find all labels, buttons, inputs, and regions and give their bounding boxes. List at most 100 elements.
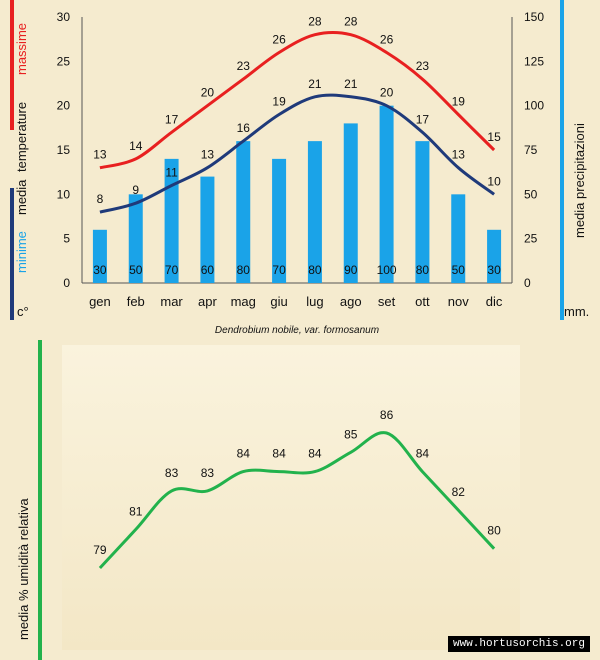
precipitation-value-label: 30 [93,263,107,277]
min-temperature-value-label: 17 [416,112,430,126]
chart-title: Dendrobium nobile, var. formosanum [215,325,379,336]
min-temperature-value-label: 20 [380,86,394,100]
precipitation-value-label: 70 [272,263,286,277]
x-tick-label: nov [448,294,469,309]
min-temperature-value-label: 21 [344,77,358,91]
watermark: www.hortusorchis.org [447,636,590,652]
precipitation-bar [92,229,107,283]
precipitation-value-label: 80 [237,263,251,277]
max-temperature-value-label: 20 [201,86,215,100]
left-axis-label-media: media [14,179,29,215]
humidity-value-label: 86 [380,408,394,422]
precipitation-value-label: 60 [201,263,215,277]
left-axis-label-minime: minime [14,231,29,273]
min-temperature-value-label: 13 [452,148,466,162]
humidity-value-label: 83 [201,466,215,480]
x-tick-label: gen [89,294,111,309]
precipitation-value-label: 80 [416,263,430,277]
precipitation-bar [487,229,502,283]
right-axis-label: media precipitazioni [572,123,587,238]
max-temperature-legend-bar [10,0,14,130]
humidity-value-label: 83 [165,466,179,480]
precipitation-legend-bar [560,0,564,320]
x-tick-label: ago [340,294,362,309]
x-tick-label: set [378,294,396,309]
humidity-value-label: 84 [272,447,286,461]
humidity-axis-label: media % umidità relativa [16,498,31,640]
precipitation-bar [415,141,430,283]
right-tick-label: 25 [524,232,538,246]
max-temperature-value-label: 19 [452,95,466,109]
left-tick-label: 10 [57,187,71,201]
max-temperature-value-label: 26 [380,32,394,46]
max-temperature-value-label: 13 [93,148,107,162]
max-temperature-value-label: 23 [416,59,430,73]
right-axis-unit: mm. [564,304,589,319]
precipitation-value-label: 50 [452,263,466,277]
right-tick-label: 0 [524,276,531,290]
precipitation-bar [128,194,143,283]
precipitation-bar [200,176,215,283]
precipitation-value-label: 50 [129,263,143,277]
max-temperature-line [99,31,496,170]
humidity-value-label: 79 [93,543,107,557]
x-tick-label: feb [127,294,145,309]
precipitation-value-label: 30 [487,263,501,277]
min-temperature-value-label: 16 [237,121,251,135]
x-tick-label: ott [415,294,430,309]
x-tick-label: lug [306,294,323,309]
humidity-value-label: 84 [308,447,322,461]
right-tick-label: 75 [524,143,538,157]
precipitation-bar [379,105,394,284]
left-axis-unit: c° [17,304,29,319]
humidity-value-label: 84 [237,447,251,461]
right-tick-label: 125 [524,54,544,68]
x-tick-label: apr [198,294,217,309]
precipitation-bar [451,194,466,283]
humidity-value-label: 81 [129,504,143,518]
right-tick-label: 150 [524,10,544,24]
left-tick-label: 15 [57,143,71,157]
min-temperature-value-label: 10 [487,174,501,188]
min-temperature-value-label: 9 [132,183,139,197]
min-temperature-legend-bar [10,188,14,320]
left-tick-label: 0 [63,276,70,290]
left-tick-label: 30 [57,10,71,24]
humidity-legend-bar [38,340,42,660]
min-temperature-value-label: 21 [308,77,322,91]
min-temperature-value-label: 8 [97,192,104,206]
precipitation-bar [272,158,287,283]
left-tick-label: 25 [57,54,71,68]
max-temperature-value-label: 26 [272,32,286,46]
left-tick-label: 20 [57,99,71,113]
x-tick-label: mar [160,294,183,309]
left-axis-label-temperature: temperature [14,102,29,172]
precipitation-bar [343,123,358,284]
x-tick-label: giu [270,294,287,309]
precipitation-bar [236,141,251,283]
humidity-line [98,431,496,570]
precipitation-value-label: 70 [165,263,179,277]
left-axis-label-massime: massime [14,23,29,75]
precipitation-bar [164,158,179,283]
min-temperature-line [99,93,495,214]
max-temperature-value-label: 23 [237,59,251,73]
max-temperature-value-label: 15 [487,130,501,144]
precipitation-value-label: 100 [377,263,397,277]
humidity-value-label: 82 [452,485,466,499]
humidity-value-label: 84 [416,447,430,461]
precipitation-value-label: 90 [344,263,358,277]
precipitation-value-label: 80 [308,263,322,277]
max-temperature-value-label: 14 [129,139,143,153]
x-tick-label: mag [231,294,256,309]
right-tick-label: 50 [524,187,538,201]
max-temperature-value-label: 17 [165,112,179,126]
humidity-plot-area [62,345,520,650]
max-temperature-value-label: 28 [344,15,358,29]
humidity-value-label: 80 [487,524,501,538]
right-tick-label: 100 [524,99,544,113]
min-temperature-value-label: 19 [272,95,286,109]
humidity-value-label: 85 [344,427,358,441]
max-temperature-value-label: 28 [308,15,322,29]
